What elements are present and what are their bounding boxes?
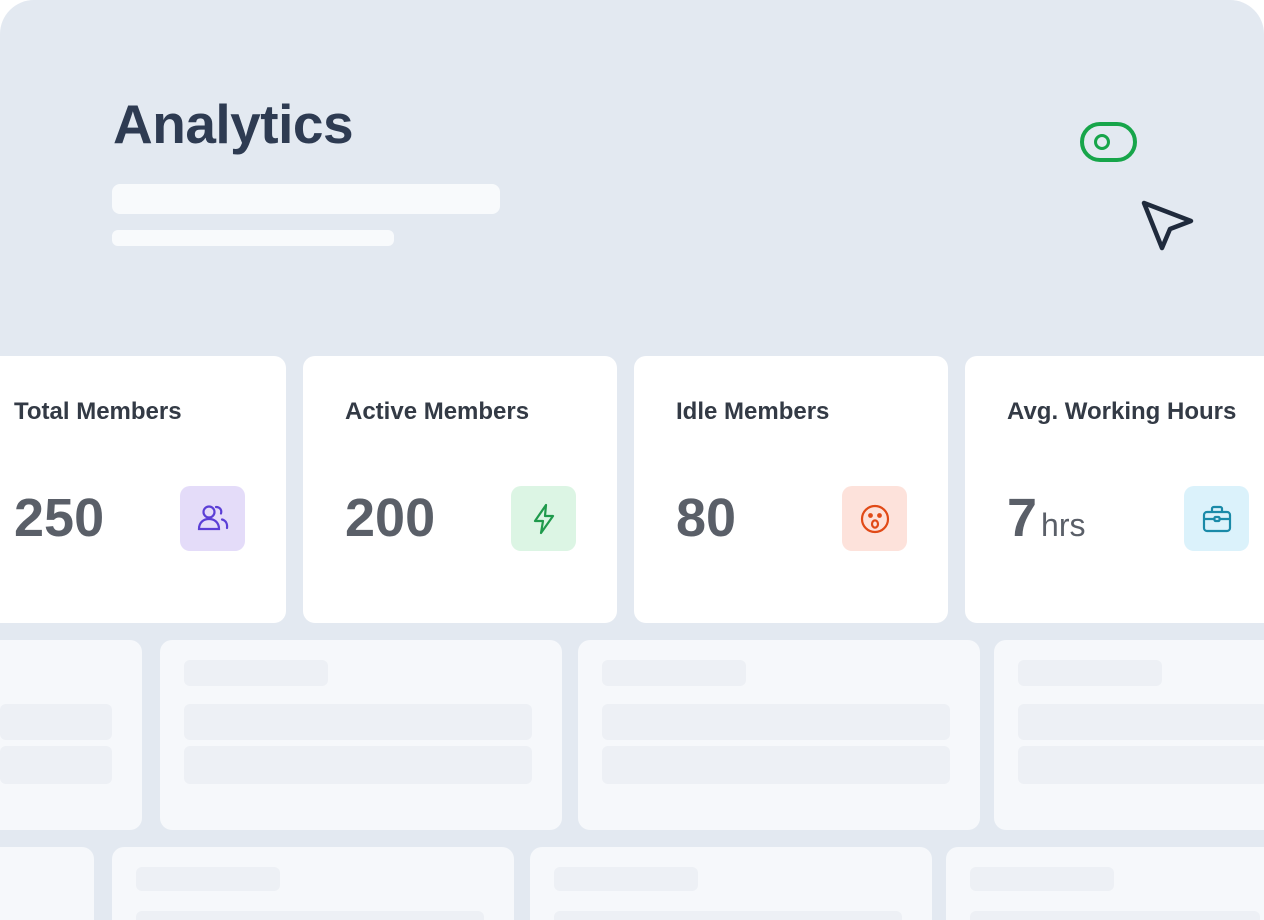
stat-number: 7	[1007, 488, 1038, 548]
stat-number: 250	[14, 488, 105, 548]
stat-card-active-members[interactable]: Active Members 200	[303, 356, 617, 623]
skeleton-card	[994, 640, 1264, 830]
stat-label: Idle Members	[676, 398, 830, 425]
lightning-bolt-icon	[533, 503, 554, 534]
skeleton-card	[946, 847, 1264, 920]
briefcase-icon	[1202, 505, 1231, 532]
skeleton-card	[0, 847, 94, 920]
stat-value: 7 hrs	[1007, 486, 1086, 557]
stat-icon-tile	[511, 486, 576, 551]
skeleton-card	[530, 847, 932, 920]
stat-value: 250	[14, 486, 104, 550]
skeleton-card	[160, 640, 562, 830]
stat-number: 80	[676, 488, 737, 548]
surprised-face-icon	[860, 504, 889, 533]
stat-value: 80	[676, 486, 736, 550]
stat-icon-tile	[842, 486, 907, 551]
page-title: Analytics	[113, 93, 354, 155]
toggle-switch[interactable]	[1080, 122, 1137, 162]
pointer-arrow-icon	[1141, 200, 1194, 251]
stat-value: 200	[345, 486, 435, 550]
stat-card-avg-working-hours[interactable]: Avg. Working Hours 7 hrs	[965, 356, 1264, 623]
toggle-switch-icon	[1094, 134, 1110, 150]
stat-label: Total Members	[14, 398, 182, 425]
skeleton-card	[0, 640, 142, 830]
skeleton-card	[578, 640, 980, 830]
stat-card-idle-members[interactable]: Idle Members 80	[634, 356, 948, 623]
stat-label: Avg. Working Hours	[1007, 398, 1237, 425]
stat-label: Active Members	[345, 398, 530, 425]
users-icon	[197, 504, 228, 530]
stat-number: 200	[345, 488, 436, 548]
stat-card-total-members[interactable]: Total Members 250	[0, 356, 286, 623]
stat-icon-tile	[1184, 486, 1249, 551]
description-placeholder	[112, 230, 394, 246]
stat-icon-tile	[180, 486, 245, 551]
subtitle-placeholder	[112, 184, 500, 214]
skeleton-card	[112, 847, 514, 920]
stat-unit: hrs	[1041, 507, 1086, 543]
